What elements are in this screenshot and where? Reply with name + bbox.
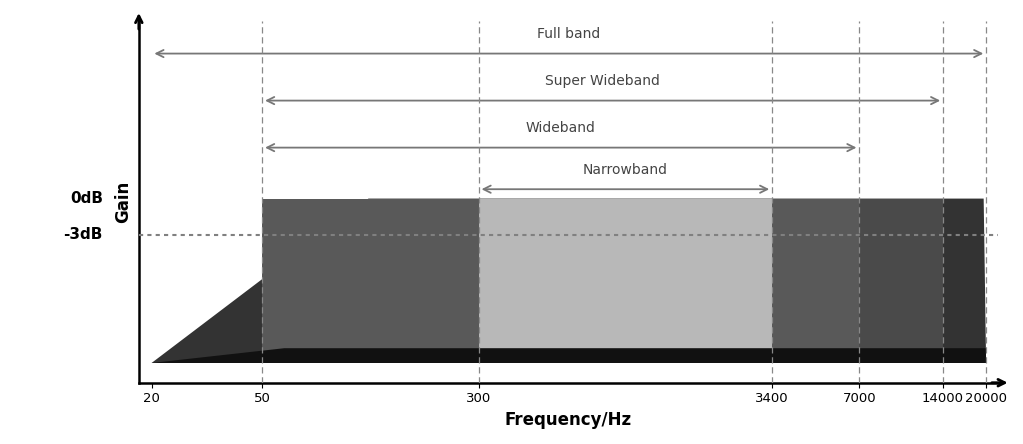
Text: Narrowband: Narrowband [583, 163, 668, 177]
Y-axis label: Gain: Gain [114, 181, 132, 223]
Text: Wideband: Wideband [526, 121, 595, 135]
X-axis label: Frequency/Hz: Frequency/Hz [504, 411, 632, 429]
Text: Super Wideband: Super Wideband [545, 74, 660, 88]
Polygon shape [262, 198, 859, 363]
Polygon shape [151, 198, 986, 363]
Text: -3dB: -3dB [63, 227, 102, 242]
Text: 0dB: 0dB [70, 191, 102, 206]
Polygon shape [151, 348, 986, 363]
Polygon shape [262, 198, 943, 363]
Polygon shape [479, 198, 772, 363]
Text: Full band: Full band [537, 27, 601, 41]
